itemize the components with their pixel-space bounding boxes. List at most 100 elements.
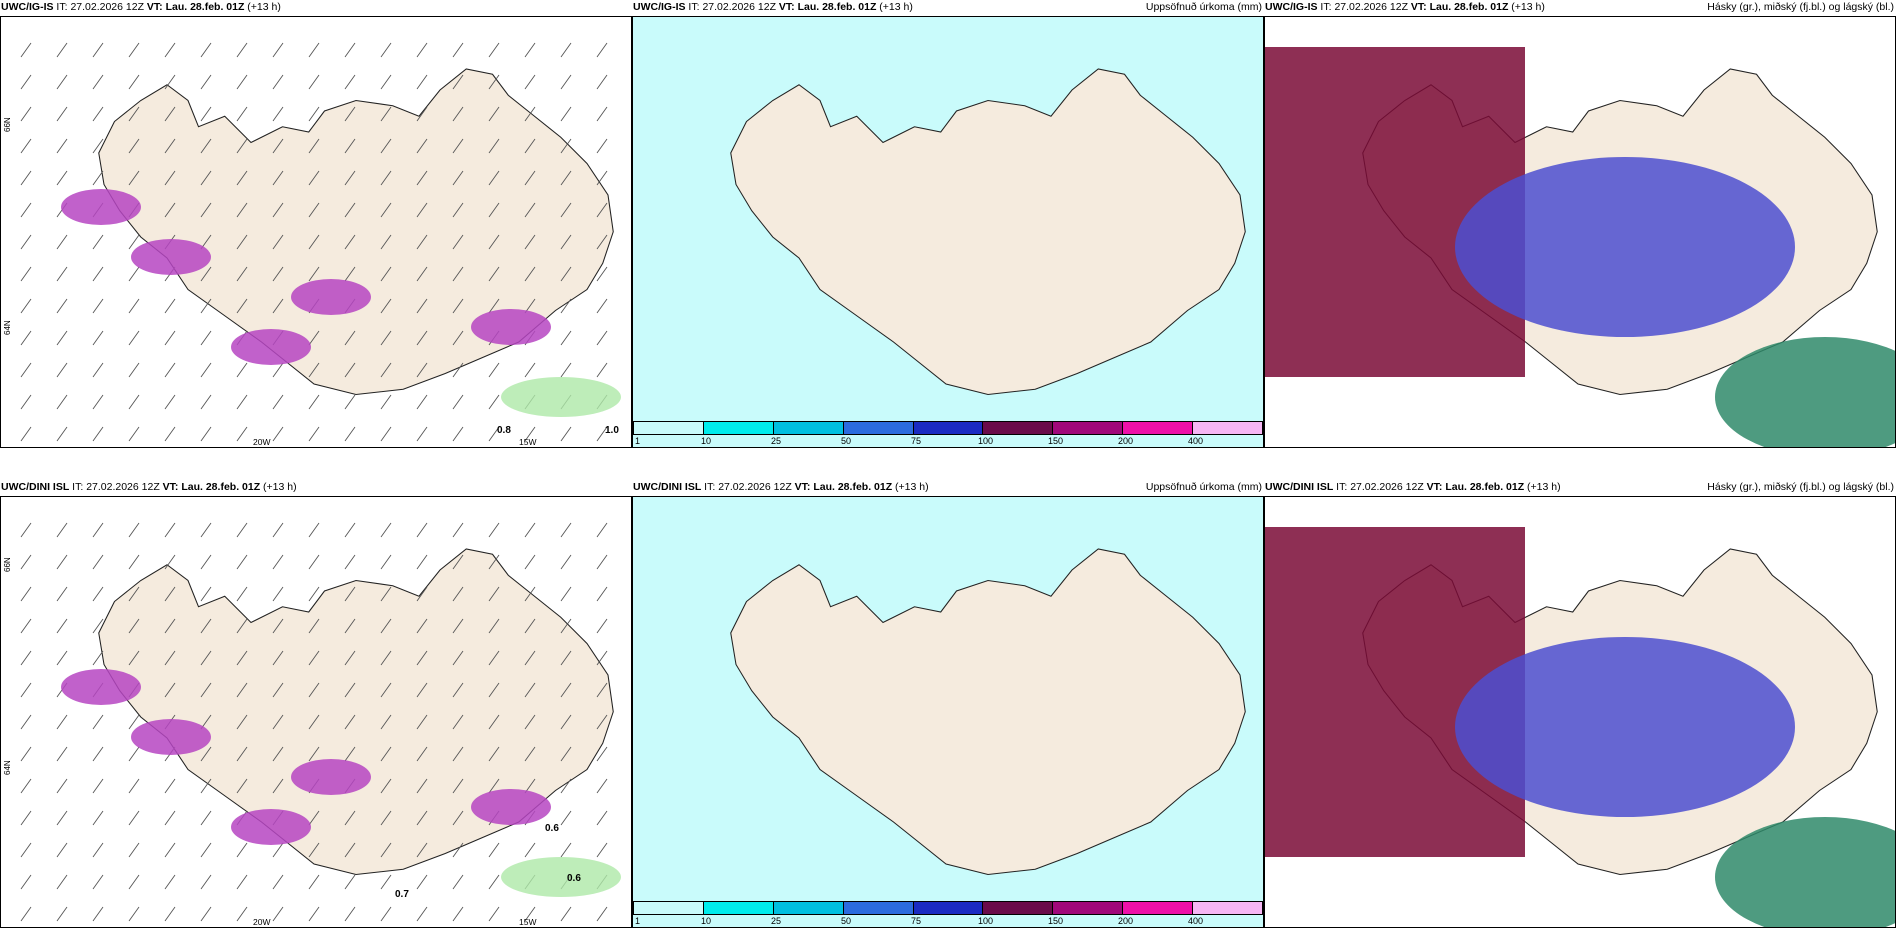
wind-barb <box>164 682 176 698</box>
wind-barb <box>128 74 140 90</box>
wind-barb <box>560 906 572 922</box>
wind-barb <box>488 842 500 858</box>
wind-barb <box>488 42 500 58</box>
wind-barb <box>236 714 248 730</box>
wind-barb <box>380 650 392 666</box>
wind-barb <box>524 202 536 218</box>
wind-barb <box>452 810 464 826</box>
wind-barb <box>308 394 320 410</box>
wind-barb <box>20 874 32 890</box>
wind-barb <box>380 74 392 90</box>
wind-barb <box>164 586 176 602</box>
cloud-map-frame[interactable] <box>1264 16 1896 448</box>
wind-barb <box>560 714 572 730</box>
wind-value-label: 0.7 <box>395 889 409 900</box>
precip-map-frame[interactable]: 1 10 25 50 75 100 150 200 400 <box>632 496 1264 928</box>
wind-barb <box>164 554 176 570</box>
wind-barb <box>560 234 572 250</box>
wind-barb <box>164 106 176 122</box>
wind-barb <box>56 138 68 154</box>
wind-barb <box>416 170 428 186</box>
wind-barb <box>236 906 248 922</box>
wind-barb <box>488 650 500 666</box>
wind-barb <box>164 330 176 346</box>
wind-barb <box>272 170 284 186</box>
wind-barb <box>524 138 536 154</box>
wind-barb <box>92 842 104 858</box>
wind-barb <box>236 394 248 410</box>
wind-barb <box>488 74 500 90</box>
cloud-map-frame[interactable] <box>1264 496 1896 928</box>
colorbar-label: 100 <box>978 436 994 446</box>
wind-barb <box>56 810 68 826</box>
colorbar-label: 1 <box>635 436 641 446</box>
wind-barb <box>236 266 248 282</box>
wind-barb <box>308 810 320 826</box>
wind-barb <box>56 746 68 762</box>
wind-barb <box>200 202 212 218</box>
wind-barb <box>164 298 176 314</box>
precip-map-frame[interactable]: 1 10 25 50 75 100 150 200 400 <box>632 16 1264 448</box>
wind-barb <box>272 138 284 154</box>
wind-barb <box>92 586 104 602</box>
wind-barb <box>560 42 572 58</box>
wind-barb <box>92 170 104 186</box>
wind-barb <box>56 714 68 730</box>
wind-barb <box>56 42 68 58</box>
longitude-label: 20W <box>253 437 271 447</box>
wind-barb <box>560 746 572 762</box>
wind-barb <box>236 778 248 794</box>
wind-barb <box>128 554 140 570</box>
wind-barb <box>380 778 392 794</box>
wind-barb <box>488 682 500 698</box>
cloud-cover-map <box>1265 47 1895 447</box>
colorbar-label: 75 <box>911 436 922 446</box>
precip-blob <box>61 669 141 705</box>
wind-barb <box>92 714 104 730</box>
wind-barb <box>92 234 104 250</box>
wind-barb <box>92 106 104 122</box>
wind-barb <box>164 426 176 442</box>
wind-barb <box>416 714 428 730</box>
wind-barb <box>452 74 464 90</box>
wind-barb <box>416 42 428 58</box>
wind-barb <box>92 298 104 314</box>
wind-barb <box>128 522 140 538</box>
accumulated-precip-map <box>633 17 1263 447</box>
wind-map-frame[interactable]: 0.6 0.7 0.6 20W 15W 66N 64N <box>0 496 632 928</box>
wind-barb <box>56 842 68 858</box>
latitude-label: 64N <box>3 320 12 335</box>
wind-map-frame[interactable]: 0.8 1.0 20W 15W 66N 64N <box>0 16 632 448</box>
wind-barb <box>92 554 104 570</box>
wind-barb <box>344 138 356 154</box>
colorbar-label: 200 <box>1118 916 1134 926</box>
wind-barb <box>596 714 608 730</box>
wind-barb <box>20 362 32 378</box>
wind-barb <box>596 330 608 346</box>
wind-barb <box>524 522 536 538</box>
wind-barb <box>92 906 104 922</box>
wind-barb <box>596 778 608 794</box>
wind-barb <box>56 522 68 538</box>
wind-barb <box>164 874 176 890</box>
wind-barb <box>92 810 104 826</box>
wind-barb <box>272 746 284 762</box>
wind-barb <box>596 810 608 826</box>
wind-barb <box>56 586 68 602</box>
wind-barb <box>272 362 284 378</box>
wind-barb <box>560 106 572 122</box>
wind-barb <box>344 842 356 858</box>
wind-barb <box>344 906 356 922</box>
colorbar-label: 10 <box>701 916 712 926</box>
wind-barb <box>272 234 284 250</box>
wind-barb <box>272 74 284 90</box>
latitude-label: 66N <box>3 557 12 572</box>
wind-barb <box>20 682 32 698</box>
wind-barb <box>524 650 536 666</box>
wind-barb <box>272 682 284 698</box>
wind-barb <box>308 74 320 90</box>
wind-barb <box>416 874 428 890</box>
wind-barb <box>92 522 104 538</box>
iceland-land <box>98 68 614 396</box>
panel-title: UWC/IG-IS IT: 27.02.2026 12Z VT: Lau. 28… <box>1 1 281 13</box>
